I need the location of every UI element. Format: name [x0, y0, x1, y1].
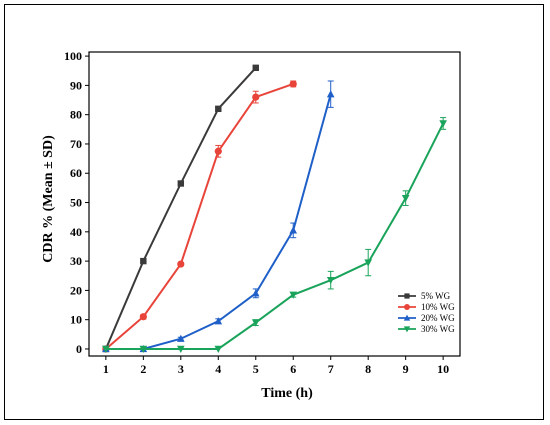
y-tick-label: 0: [76, 342, 82, 356]
data-point: [251, 319, 260, 327]
legend-label: 30% WG: [421, 324, 455, 334]
series-20pct-wg: [102, 80, 335, 353]
legend-item: 10% WG: [398, 302, 455, 312]
data-point: [251, 289, 260, 297]
x-tick-label: 4: [215, 362, 221, 376]
x-tick-label: 8: [365, 362, 371, 376]
x-tick-label: 9: [403, 362, 409, 376]
y-tick-label: 10: [70, 313, 82, 327]
legend-swatch-marker: [404, 293, 410, 299]
series-layer: [102, 64, 447, 353]
data-point: [215, 105, 222, 113]
data-point: [289, 226, 298, 234]
y-tick-label: 70: [70, 137, 82, 151]
data-point: [177, 334, 185, 342]
legend-item: 5% WG: [398, 291, 451, 301]
data-point: [289, 80, 297, 88]
x-axis-title: Time (h): [261, 386, 313, 401]
data-point: [252, 93, 260, 101]
legend-label: 10% WG: [421, 302, 455, 312]
data-point: [139, 313, 147, 321]
series-line: [105, 93, 332, 350]
data-point: [139, 345, 148, 353]
x-tick-label: 2: [140, 362, 146, 376]
series-line: [105, 123, 445, 350]
legend-label: 5% WG: [421, 291, 451, 301]
y-tick-label: 60: [70, 166, 82, 180]
legend-label: 20% WG: [421, 313, 455, 323]
y-tick-label: 90: [70, 78, 82, 92]
y-tick-label: 30: [70, 254, 82, 268]
y-tick-label: 50: [70, 196, 82, 210]
legend-swatch-marker: [403, 314, 411, 321]
plot-border: [88, 51, 461, 357]
data-point: [140, 257, 147, 265]
x-tick-label: 1: [103, 362, 109, 376]
legend-item: 20% WG: [398, 313, 455, 323]
data-point: [102, 345, 110, 353]
legend-swatch-marker: [404, 304, 410, 310]
data-point: [177, 345, 185, 353]
data-point: [214, 345, 223, 353]
y-tick-label: 100: [64, 49, 82, 63]
series-line: [105, 82, 294, 350]
data-point: [214, 317, 223, 325]
data-point: [439, 120, 447, 128]
data-point: [326, 90, 335, 98]
data-point: [401, 194, 410, 203]
x-tick-label: 6: [290, 362, 296, 376]
series-30pct-wg: [102, 117, 447, 353]
x-tick-label: 10: [437, 362, 449, 376]
x-tick-label: 7: [328, 362, 334, 376]
data-point: [364, 259, 372, 267]
figure-frame: [4, 4, 544, 420]
series-10pct-wg: [102, 80, 297, 353]
legend-item: 30% WG: [398, 324, 455, 334]
data-point: [177, 180, 185, 187]
data-point: [252, 64, 259, 72]
y-tick-label: 40: [70, 225, 82, 239]
y-tick-label: 20: [70, 283, 82, 297]
data-point: [177, 260, 185, 268]
data-point: [289, 291, 298, 299]
series-line: [104, 67, 257, 350]
data-point: [326, 276, 335, 285]
x-tick-label: 5: [253, 362, 259, 376]
x-tick-label: 3: [178, 362, 184, 376]
y-axis-title: CDR % (Mean ± SD): [41, 135, 56, 263]
legend-swatch-marker: [403, 326, 411, 333]
y-tick-label: 80: [70, 108, 82, 122]
data-point: [214, 147, 222, 155]
